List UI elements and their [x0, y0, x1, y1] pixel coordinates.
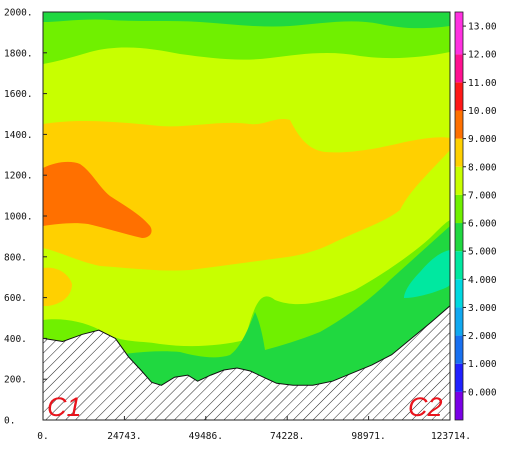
colorbar-segment: [455, 12, 463, 55]
colorbar-label: 4.000: [468, 275, 497, 286]
colorbar-label: 10.00: [468, 106, 497, 117]
y-tick-label: 1200.: [4, 171, 33, 182]
colorbar-segment: [455, 363, 463, 392]
x-tick-label: 123714.: [431, 431, 471, 442]
colorbar-segment: [455, 194, 463, 224]
y-axis: 0. 200. 400. 600. 800. 1000. 1200. 1400. 1600. 18…: [4, 8, 47, 427]
y-tick-label: 0.: [4, 416, 15, 427]
y-tick-label: 600.: [4, 293, 27, 304]
x-tick-label: 0.: [37, 431, 48, 442]
colorbar-label: 5.000: [468, 247, 497, 258]
x-tick-label: 24743.: [107, 431, 141, 442]
terrain-area: [43, 305, 450, 420]
colorbar-segment: [455, 138, 463, 167]
colorbar-segment: [455, 279, 463, 308]
y-tick-label: 1400.: [4, 130, 33, 141]
colorbar-segment: [455, 391, 463, 420]
colorbar-segment: [455, 223, 463, 252]
colorbar-label: 13.00: [468, 22, 497, 33]
corner-label-c2: C2: [408, 392, 443, 422]
colorbar-segment: [455, 307, 463, 336]
y-tick-label: 200.: [4, 375, 27, 386]
colorbar-label: 7.000: [468, 190, 497, 201]
terrain-profile: [43, 305, 450, 420]
x-tick-label: 74228.: [270, 431, 304, 442]
colorbar-label: 1.000: [468, 359, 497, 370]
colorbar-label: 6.000: [468, 219, 497, 230]
colorbar: 0.000 1.000 2.000 3.000 4.000 5.000 6.000 7.000…: [454, 11, 497, 421]
contour-band-left-orange-lobe: [43, 267, 72, 306]
y-tick-label: 2000.: [4, 8, 33, 19]
corner-label-c1: C1: [47, 392, 82, 422]
x-tick-label: 49486.: [189, 431, 223, 442]
y-tick-label: 1600.: [4, 89, 33, 100]
colorbar-segment: [455, 335, 463, 364]
colorbar-frame: [454, 11, 464, 421]
y-tick-label: 1800.: [4, 48, 33, 59]
colorbar-segment: [455, 251, 463, 280]
colorbar-segment: [455, 110, 463, 139]
contour-band-dark-orange: [43, 161, 152, 238]
colorbar-label: 12.00: [468, 50, 497, 61]
colorbar-label: 11.00: [468, 78, 497, 89]
y-tick-label: 1000.: [4, 212, 33, 223]
colorbar-segment: [455, 166, 463, 195]
colorbar-segment: [455, 82, 463, 111]
colorbar-label: 2.000: [468, 331, 497, 342]
contour-band-right-teal: [404, 250, 450, 298]
x-tick-label: 98971.: [351, 431, 385, 442]
y-tick-label: 400.: [4, 334, 27, 345]
colorbar-label: 9.000: [468, 134, 497, 145]
colorbar-label: 8.000: [468, 162, 497, 173]
colorbar-segment: [455, 54, 463, 83]
colorbar-label: 0.000: [468, 387, 497, 398]
y-tick-label: 800.: [4, 252, 27, 263]
contour-band-top-green: [43, 12, 450, 64]
colorbar-label: 3.000: [468, 303, 497, 314]
contour-band-top-strip: [43, 12, 450, 29]
x-axis: 0. 24743. 49486. 74228. 98971. 123714.: [37, 416, 471, 442]
